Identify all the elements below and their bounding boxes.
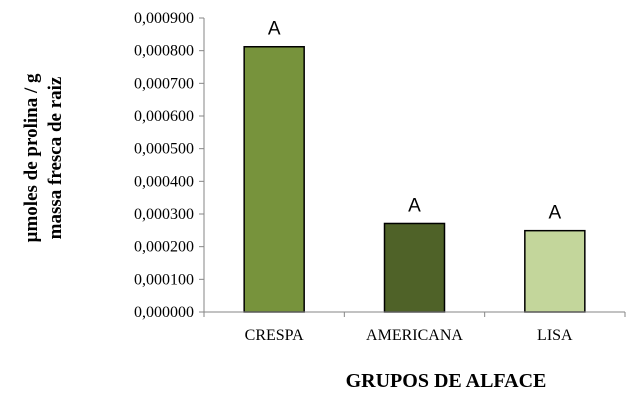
y-tick-label: 0,000200 [134,239,194,256]
bar-annotation: A [408,195,421,216]
bars [243,45,586,313]
y-tick-label: 0,000000 [134,304,194,321]
y-tick-label: 0,000300 [134,206,194,223]
y-axis-ticks: 0,000000 0,000100 0,000200 0,000300 0,000400… [134,10,204,321]
x-category-label: CRESPA [245,327,304,344]
y-axis-title: µmoles de prolina / g massa fresca de ra… [21,73,66,242]
y-axis-title-line1: µmoles de prolina / g [21,73,42,242]
bar-annotation: A [268,19,281,40]
bar-americana [383,222,446,313]
x-category-label: AMERICANA [366,327,463,344]
x-axis-categories: CRESPA AMERICANA LISA [203,312,626,344]
y-tick-label: 0,000900 [134,10,194,27]
y-tick-label: 0,000100 [134,271,194,288]
y-tick-label: 0,000500 [134,141,194,158]
y-tick-label: 0,000700 [134,75,194,92]
bar-annotation: A [548,203,561,224]
y-tick-label: 0,000400 [134,173,194,190]
y-axis-title-line2: massa fresca de raiz [45,76,66,239]
bar-annotations: A A A [268,19,562,224]
x-axis-title: GRUPOS DE ALFACE [346,370,547,392]
bar-crespa [243,45,305,313]
bar-lisa [524,229,586,313]
y-tick-label: 0,000600 [134,108,194,125]
y-tick-label: 0,000800 [134,43,194,60]
x-category-label: LISA [537,327,573,344]
